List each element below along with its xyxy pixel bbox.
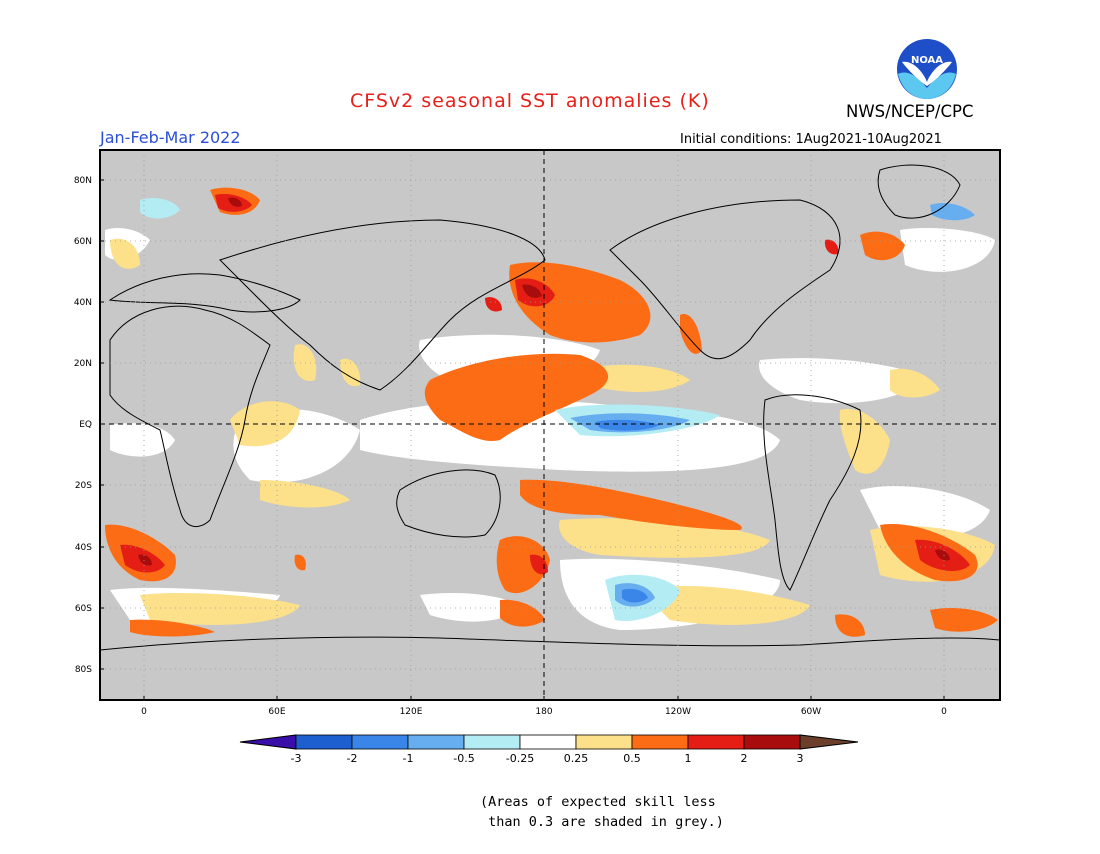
lon-label: 180	[535, 707, 552, 717]
colorbar-swatch	[295, 734, 353, 750]
colorbar-swatch	[687, 734, 745, 750]
colorbar-min-arrow	[239, 734, 297, 750]
latitude-axis-labels: 80N 60N 40N 20N EQ 20S 40S 60S 80S	[74, 176, 104, 675]
colorbar-max-arrow	[799, 734, 859, 750]
colorbar-swatch	[463, 734, 521, 750]
skill-note: (Areas of expected skill less than 0.3 a…	[480, 794, 724, 830]
svg-text:NOAA: NOAA	[911, 55, 943, 66]
colorbar-label: 2	[741, 752, 748, 765]
colorbar-swatch	[575, 734, 633, 750]
longitude-axis: 0 60E 120E 180 120W 60W 0	[141, 696, 947, 717]
colorbar-swatch	[519, 734, 577, 750]
lat-label: 20N	[74, 359, 92, 369]
season-label: Jan-Feb-Mar 2022	[100, 128, 241, 147]
colorbar-swatch	[351, 734, 409, 750]
coastlines	[100, 164, 1000, 651]
warm-anomaly-extreme	[138, 197, 950, 566]
colorbar-label: -2	[347, 752, 358, 765]
organization-label: NWS/NCEP/CPC	[846, 102, 974, 121]
lon-label: 120W	[665, 707, 691, 717]
colorbar-label: 0.25	[564, 752, 589, 765]
initial-conditions-label: Initial conditions: 1Aug2021-10Aug2021	[680, 132, 942, 147]
colorbar-label: 3	[797, 752, 804, 765]
lon-label: 60W	[801, 707, 821, 717]
map-frame	[99, 149, 1001, 701]
lat-label: 60S	[75, 604, 92, 614]
colorbar-label: -3	[291, 752, 302, 765]
colorbar-label: -0.5	[453, 752, 474, 765]
lat-label: 20S	[75, 481, 92, 491]
colorbar-swatch	[407, 734, 465, 750]
lat-label: 80N	[74, 176, 92, 186]
graticule	[100, 150, 1000, 700]
lon-label: 0	[941, 707, 947, 717]
lat-label: 80S	[75, 665, 92, 675]
lat-label: 40S	[75, 543, 92, 553]
lon-label: 120E	[400, 707, 423, 717]
colorbar-swatch	[743, 734, 801, 750]
lat-label: 60N	[74, 237, 92, 247]
lat-label: 40N	[74, 298, 92, 308]
colorbar-label: 1	[685, 752, 692, 765]
noaa-logo: NOAA	[897, 39, 957, 99]
map-title: CFSv2 seasonal SST anomalies (K)	[350, 90, 710, 112]
lon-label: 60E	[268, 707, 285, 717]
cool-anomaly-strong	[595, 419, 660, 603]
lon-label: 0	[141, 707, 147, 717]
colorbar-label: -1	[403, 752, 414, 765]
colorbar-swatch	[631, 734, 689, 750]
colorbar-label: 0.5	[623, 752, 641, 765]
colorbar-label: -0.25	[506, 752, 534, 765]
lat-label: EQ	[79, 420, 92, 430]
colorbar: -3 -2 -1 -0.5 -0.25 0.25 0.5 1 2 3	[239, 734, 859, 765]
